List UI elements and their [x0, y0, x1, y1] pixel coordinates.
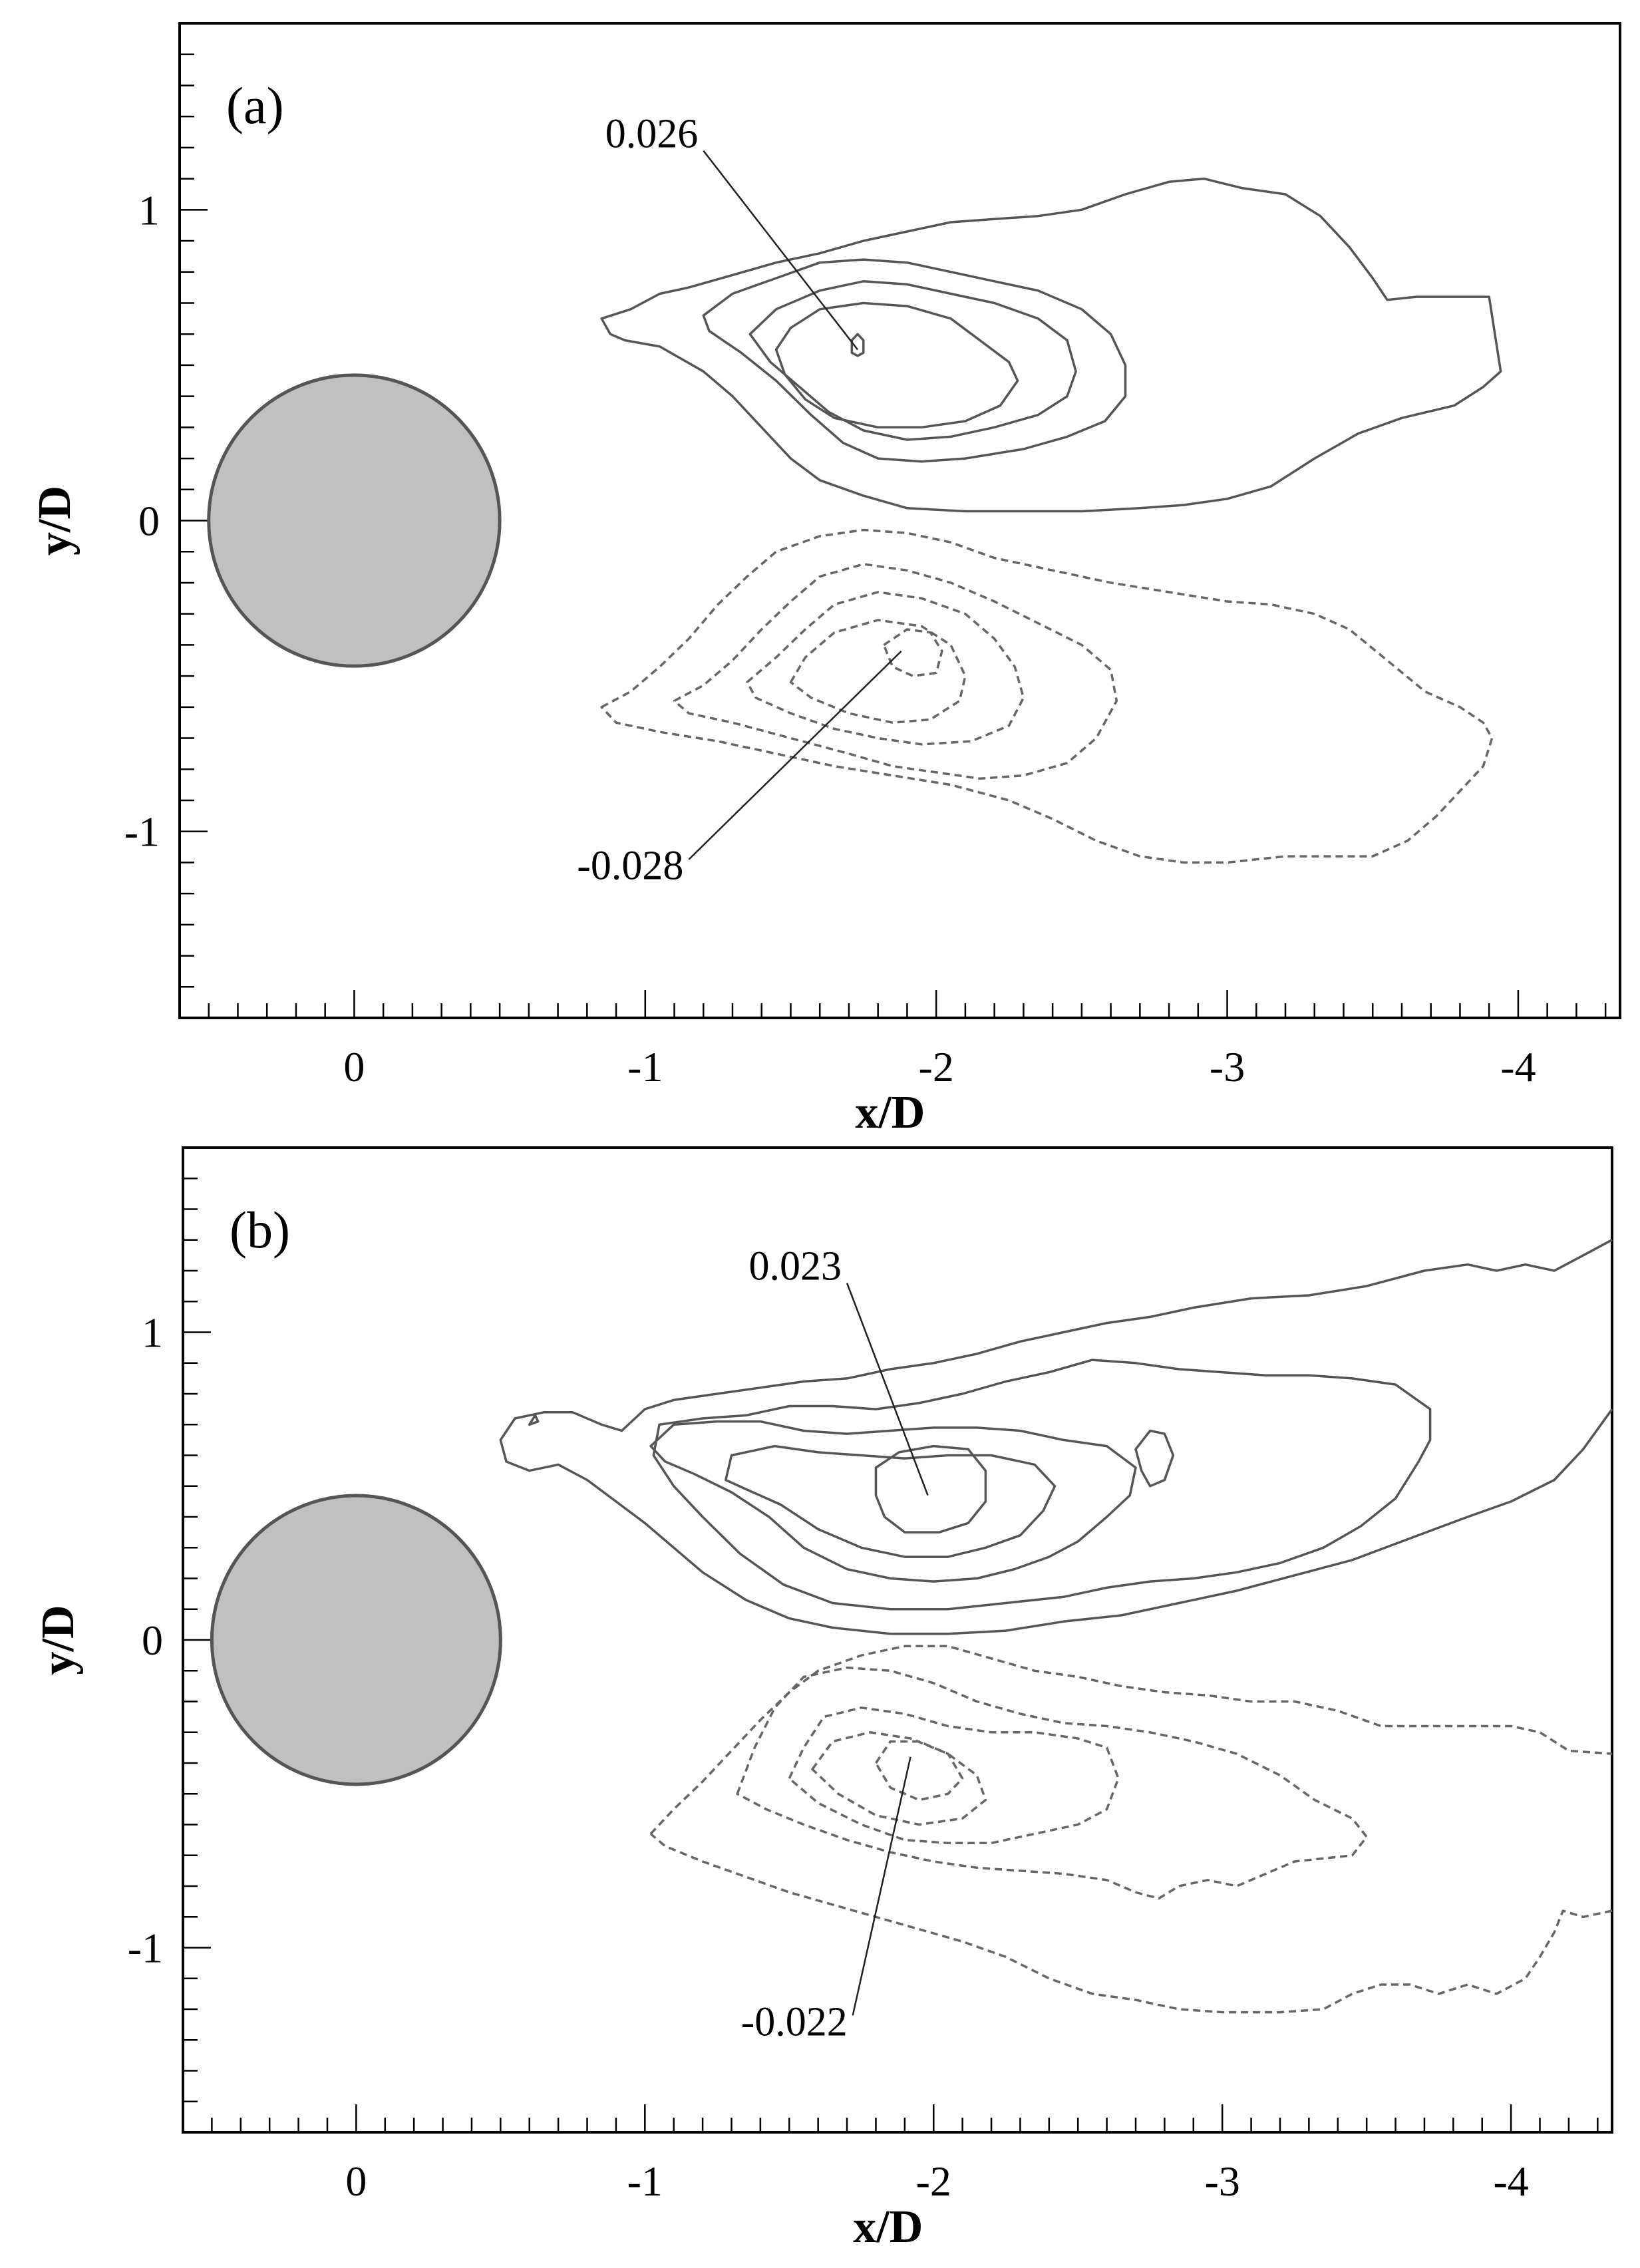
x-tick-label: -1 — [627, 1043, 663, 1090]
x-axis-title: x/D — [855, 1087, 925, 1138]
annotation-leader-line — [846, 1283, 929, 1496]
positive-contour-line — [702, 258, 1127, 463]
annotation-leader-line — [852, 1756, 911, 2016]
contour-value-label: 0.026 — [605, 112, 699, 157]
negative-contour-line — [874, 1740, 964, 1802]
panel-b: 0 -1 -2 -3 -4 1 0 -1 x/D y/D (b) 0.023 -0.022 — [33, 1146, 1613, 2253]
y-tick-label: -1 — [128, 1925, 163, 1972]
x-tick-label: -3 — [1205, 2158, 1240, 2205]
positive-contour-line — [874, 1444, 987, 1534]
negative-contour-line — [673, 563, 1118, 780]
cylinder — [207, 373, 502, 668]
contour-value-label: 0.023 — [749, 1244, 842, 1289]
positive-contour-line — [499, 1239, 1613, 1635]
x-tick-label: -3 — [1210, 1043, 1245, 1090]
negative-contour-line — [746, 591, 1025, 746]
positive-contour-line — [850, 333, 865, 357]
positive-contour-line — [528, 1414, 540, 1426]
positive-contour-line — [725, 1444, 1057, 1558]
contour-value-label: -0.022 — [741, 1999, 848, 2044]
cylinder — [210, 1494, 502, 1786]
x-tick-label: 0 — [343, 1043, 365, 1090]
y-tick-label: -1 — [124, 808, 160, 856]
x-axis-title: x/D — [853, 2201, 923, 2253]
annotation-leader-line — [703, 150, 859, 351]
x-tick-label: -2 — [916, 2158, 951, 2205]
y-tick-label: 0 — [138, 498, 160, 545]
negative-contour-line — [882, 628, 943, 677]
positive-contour-line — [652, 1359, 1432, 1611]
positive-contour-line — [649, 1420, 1137, 1583]
positive-contour-line — [1134, 1429, 1175, 1488]
y-tick-label: 0 — [142, 1617, 163, 1664]
panel-label: (b) — [230, 1201, 290, 1259]
annotation-leader-line — [688, 650, 902, 860]
negative-contour-line — [600, 528, 1494, 864]
negative-contour-line — [736, 1666, 1368, 1900]
y-axis-title: y/D — [33, 1605, 84, 1675]
negative-contour-line — [811, 1731, 987, 1826]
positive-contour-line — [600, 177, 1502, 513]
panel-label: (a) — [226, 77, 284, 134]
x-tick-label: -1 — [627, 2158, 663, 2205]
x-tick-label: -4 — [1500, 1043, 1536, 1090]
y-tick-label: 1 — [142, 1309, 163, 1357]
x-tick-label: -4 — [1493, 2158, 1528, 2205]
positive-contour-line — [748, 280, 1077, 441]
panel-a: 0 -1 -2 -3 -4 1 0 -1 x/D y/D (a) 0.026 -0.028 — [29, 22, 1621, 1138]
negative-contour-line — [649, 1645, 1613, 1835]
negative-contour-line — [789, 619, 967, 724]
x-tick-label: -2 — [919, 1043, 954, 1090]
positive-contour-line — [774, 301, 1019, 429]
y-tick-label: 1 — [138, 186, 160, 234]
negative-contour-line — [649, 1833, 1613, 2014]
contour-value-label: -0.028 — [577, 844, 683, 889]
y-axis-title: y/D — [29, 486, 81, 556]
negative-contour-line — [788, 1706, 1120, 1845]
x-tick-label: 0 — [345, 2158, 367, 2205]
